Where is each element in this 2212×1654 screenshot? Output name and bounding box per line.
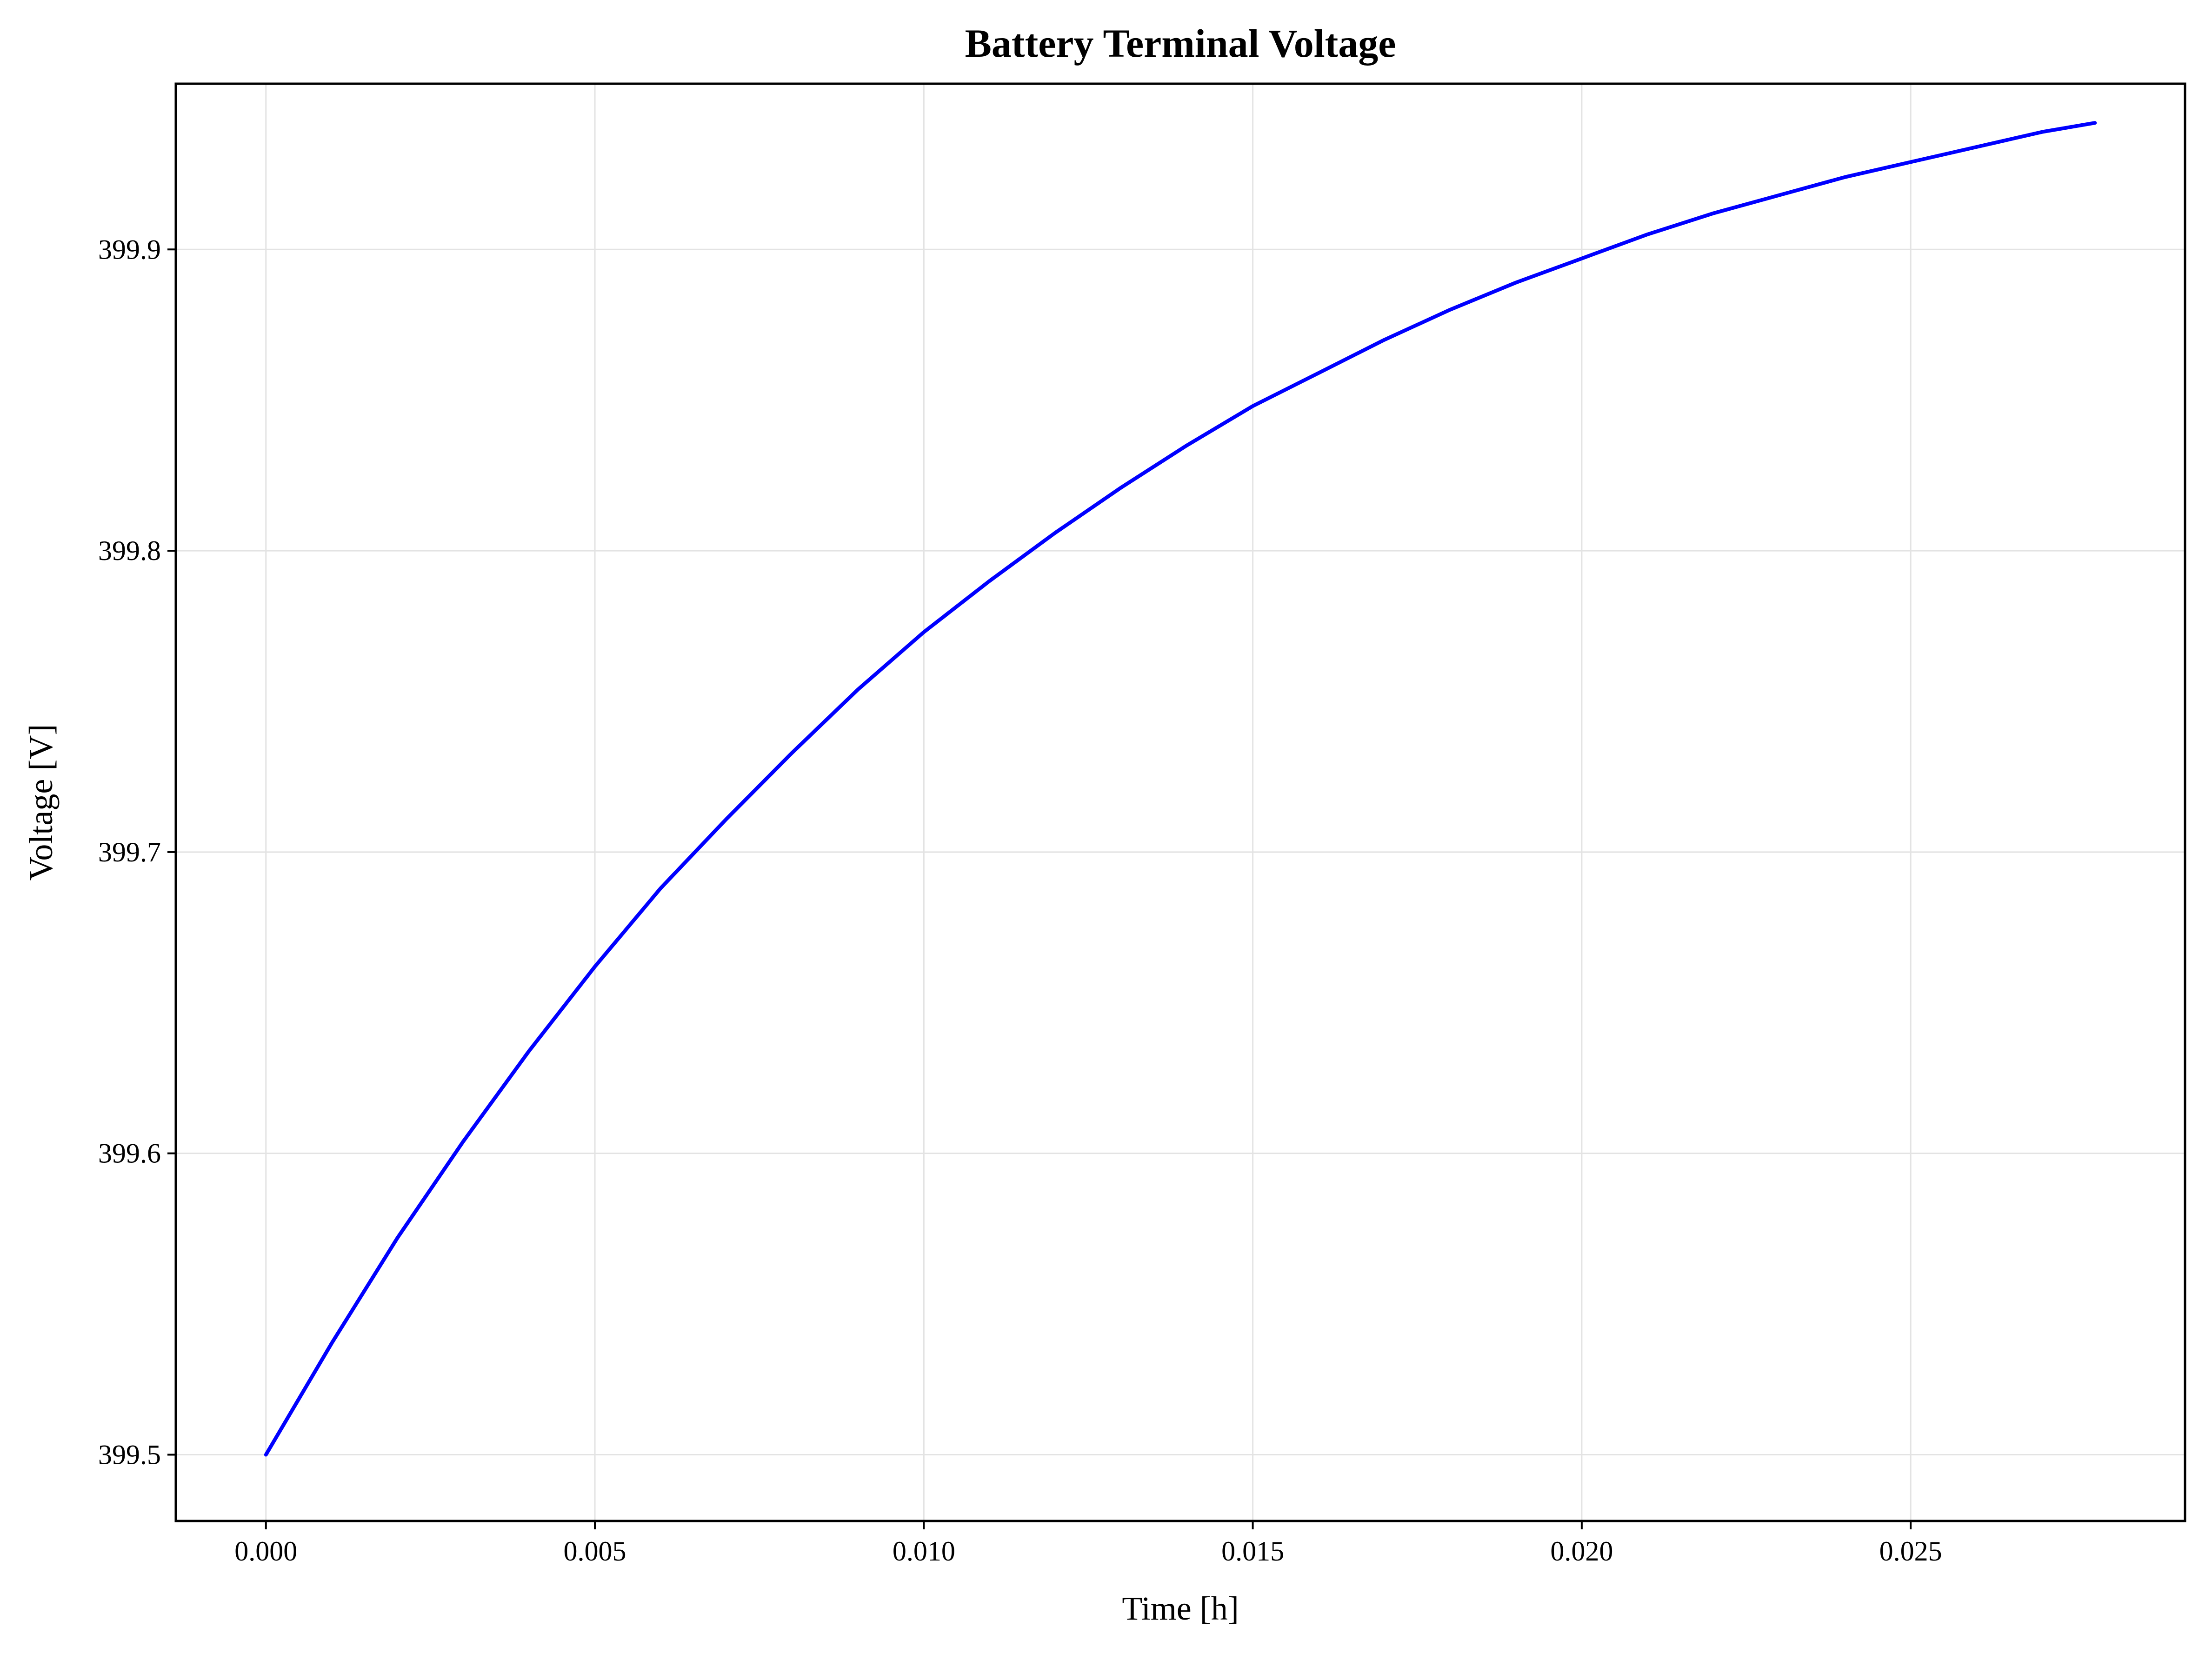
y-tick-label: 399.7 [98,837,161,867]
chart-title: Battery Terminal Voltage [965,21,1396,66]
plot-frame [174,82,2186,1522]
y-tick-label: 399.8 [98,535,161,566]
y-axis-ticks: 399.5 399.6 399.7 399.8 399.9 [98,234,176,1470]
y-tick-label: 399.6 [98,1138,161,1169]
x-axis-label: Time [h] [1122,1590,1239,1627]
x-tick-label: 0.015 [1221,1536,1284,1567]
x-tick-label: 0.005 [564,1536,626,1567]
series-line [264,121,2097,1457]
x-tick-label: 0.025 [1879,1536,1942,1567]
grid [176,84,2185,1521]
x-axis-ticks: 0.000 0.005 0.010 0.015 0.020 0.025 [234,1521,1942,1567]
x-tick-label: 0.000 [234,1536,297,1567]
x-tick-label: 0.010 [893,1536,955,1567]
x-tick-label: 0.020 [1550,1536,1613,1567]
series-layer [264,121,2097,1457]
y-tick-label: 399.9 [98,234,161,265]
y-tick-label: 399.5 [98,1439,161,1470]
y-axis-label: Voltage [V] [22,724,60,881]
